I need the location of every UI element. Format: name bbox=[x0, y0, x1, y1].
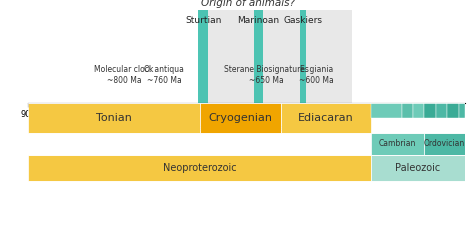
Text: Ediacaran: Ediacaran bbox=[298, 113, 354, 123]
Bar bbox=[371, 103, 401, 118]
Bar bbox=[447, 103, 459, 118]
Bar bbox=[200, 103, 281, 133]
Text: Marinoan: Marinoan bbox=[237, 16, 280, 25]
Bar bbox=[198, 10, 208, 103]
Text: E. giania
~600 Ma: E. giania ~600 Ma bbox=[299, 65, 334, 84]
Bar bbox=[281, 103, 371, 133]
Text: O. antiqua
~760 Ma: O. antiqua ~760 Ma bbox=[144, 65, 184, 84]
Bar bbox=[254, 10, 263, 103]
X-axis label: Age (Millions of years ago): Age (Millions of years ago) bbox=[186, 123, 307, 133]
Bar bbox=[424, 103, 436, 118]
Bar bbox=[371, 154, 465, 181]
Text: Neoproterozoic: Neoproterozoic bbox=[163, 163, 237, 173]
Bar bbox=[371, 133, 424, 154]
Text: Sterane Biosignatures
~650 Ma: Sterane Biosignatures ~650 Ma bbox=[224, 65, 309, 84]
Bar bbox=[436, 103, 447, 118]
Bar bbox=[413, 103, 424, 118]
Text: Molecular clock
~800 Ma: Molecular clock ~800 Ma bbox=[94, 65, 154, 84]
Bar bbox=[401, 103, 413, 118]
Text: Cryogenian: Cryogenian bbox=[209, 113, 273, 123]
Text: Sturtian: Sturtian bbox=[185, 16, 221, 25]
Bar bbox=[200, 10, 352, 103]
Bar bbox=[28, 154, 371, 181]
Text: Origin of animals?: Origin of animals? bbox=[201, 0, 295, 8]
Text: Gaskiers: Gaskiers bbox=[284, 16, 323, 25]
Bar bbox=[28, 103, 200, 133]
Bar bbox=[424, 133, 465, 154]
Bar bbox=[459, 103, 465, 118]
Text: Tonian: Tonian bbox=[96, 113, 132, 123]
Text: Cambrian: Cambrian bbox=[379, 139, 417, 148]
Bar bbox=[301, 10, 306, 103]
Text: Ordovician: Ordovician bbox=[424, 139, 465, 148]
Text: Paleozoic: Paleozoic bbox=[395, 163, 440, 173]
